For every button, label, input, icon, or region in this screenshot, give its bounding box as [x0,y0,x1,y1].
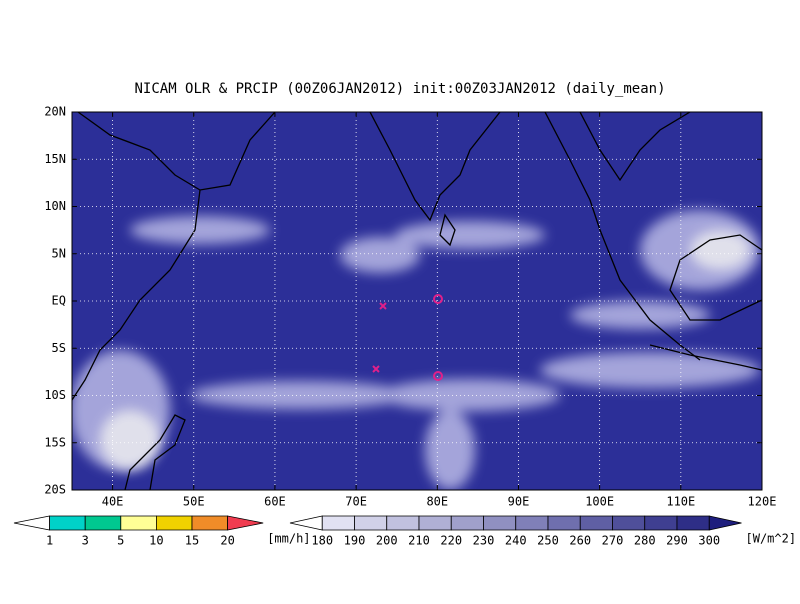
legend-label: 290 [666,534,688,548]
legend-cell [289,515,323,531]
legend-cell [676,515,710,531]
legend-cell [612,515,646,531]
legend-label: 3 [82,534,89,548]
legend-label: 250 [537,534,559,548]
legend-cell [579,515,613,531]
legend-label: 300 [698,534,720,548]
lat-label: 15N [44,152,66,166]
legend-cell [547,515,581,531]
lon-label: 90E [508,495,530,509]
legend-cell [84,515,122,531]
legend-cell [644,515,678,531]
legend-label: 180 [311,534,333,548]
legend-label: 200 [376,534,398,548]
legend-label: 270 [602,534,624,548]
map [72,112,762,490]
legend-cell [227,515,264,531]
legend-cell [120,515,157,531]
lon-label: 110E [666,495,695,509]
legend-label: 1 [46,534,53,548]
legend-label: 240 [505,534,527,548]
lat-label: 10N [44,199,66,213]
legend-unit: [mm/h] [267,532,310,546]
lat-label: 20N [44,105,66,119]
legend-cell [450,515,484,531]
legend-label: 280 [634,534,656,548]
legend-label: 15 [185,534,199,548]
lon-label: 70E [345,495,367,509]
legend-label: 10 [149,534,163,548]
legend-label: 230 [473,534,495,548]
legend-cell [386,515,420,531]
legend-label: 190 [344,534,366,548]
legend-cell [483,515,517,531]
legend-cell [13,515,50,531]
lon-label: 50E [183,495,205,509]
lon-label: 120E [748,495,777,509]
legend-label: 260 [569,534,591,548]
legend-unit: [W/m^2] [746,532,797,546]
legend-cell [49,515,86,531]
lat-label: 5N [52,246,66,260]
lat-label: 5S [52,341,66,355]
lon-label: 40E [102,495,124,509]
lon-label: 100E [585,495,614,509]
legend-cell [354,515,388,531]
lat-label: 15S [44,435,66,449]
lat-label: 20S [44,483,66,497]
legend-cell [418,515,452,531]
title: NICAM OLR & PRCIP (00Z06JAN2012) init:00… [134,81,665,97]
legend-label: 20 [220,534,234,548]
lon-label: 80E [426,495,448,509]
lat-label: 10S [44,388,66,402]
legend-label: 210 [408,534,430,548]
lon-label: 60E [264,495,286,509]
legend-cell [191,515,228,531]
lat-label: EQ [52,294,66,308]
legend-cell [156,515,193,531]
legend-label: 220 [440,534,462,548]
legend-cell [321,515,355,531]
legend-cell [515,515,549,531]
legend-cell [708,515,742,531]
legend-label: 5 [117,534,124,548]
